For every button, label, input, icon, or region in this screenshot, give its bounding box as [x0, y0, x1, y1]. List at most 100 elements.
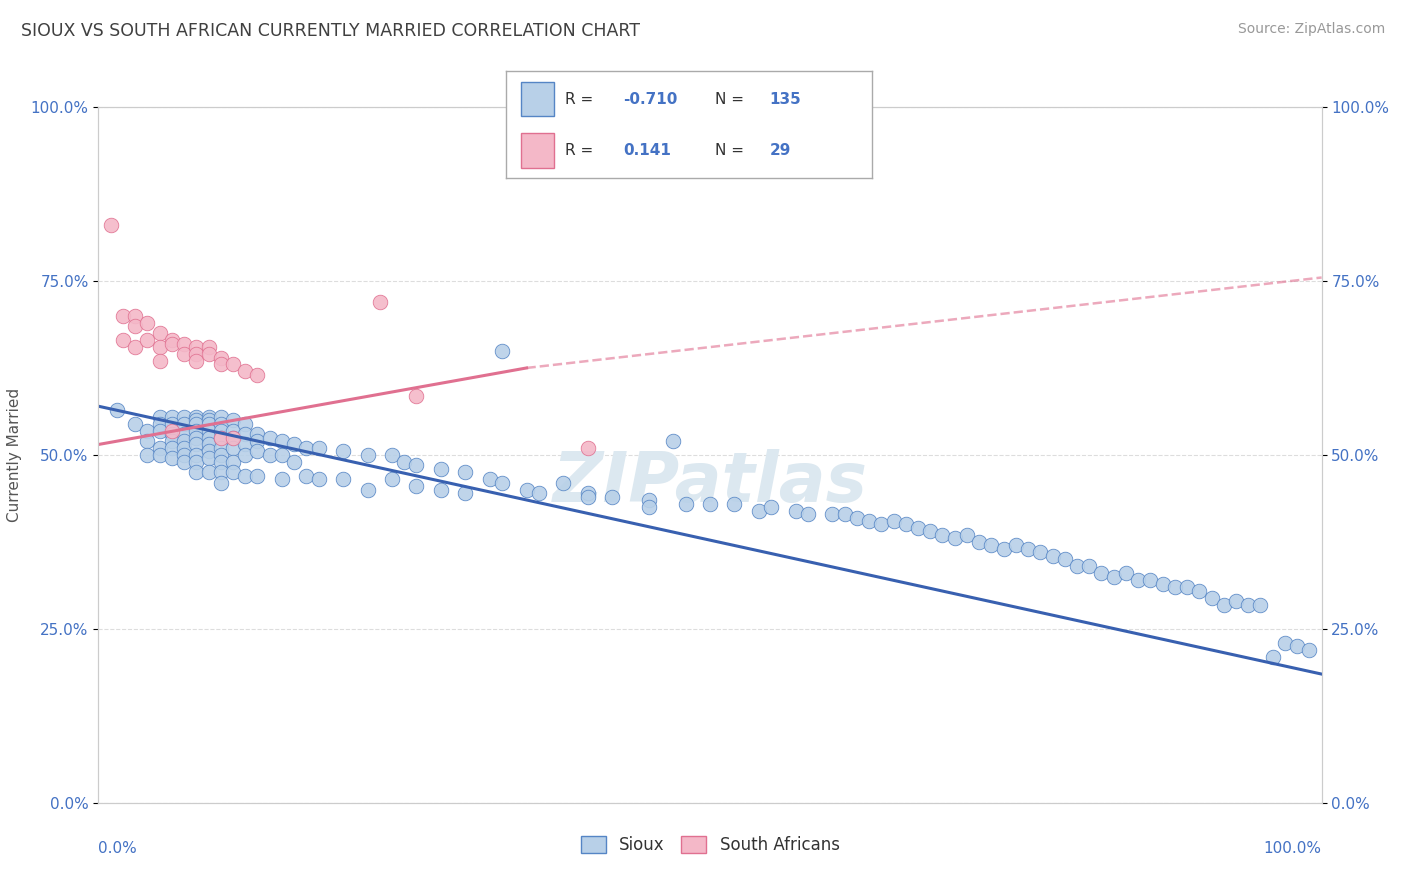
Point — [332, 472, 354, 486]
Point — [368, 294, 391, 309]
Point — [1017, 541, 1039, 556]
Point — [283, 437, 305, 451]
Point — [638, 493, 661, 508]
Point — [430, 483, 453, 497]
Point — [233, 417, 256, 431]
Point — [761, 500, 783, 514]
Point — [1164, 580, 1187, 594]
Point — [1078, 559, 1101, 574]
Text: SIOUX VS SOUTH AFRICAN CURRENTLY MARRIED CORRELATION CHART: SIOUX VS SOUTH AFRICAN CURRENTLY MARRIED… — [21, 22, 640, 40]
Text: R =: R = — [565, 143, 593, 158]
FancyBboxPatch shape — [520, 82, 554, 116]
Point — [1066, 559, 1088, 574]
Point — [136, 424, 159, 438]
Point — [209, 351, 232, 365]
Point — [149, 424, 172, 438]
Point — [186, 424, 208, 438]
Point — [233, 468, 256, 483]
Text: 0.0%: 0.0% — [98, 841, 138, 856]
Point — [478, 472, 501, 486]
Point — [454, 486, 477, 500]
Point — [186, 347, 208, 361]
Point — [1298, 642, 1320, 657]
Y-axis label: Currently Married: Currently Married — [7, 388, 22, 522]
Point — [160, 451, 183, 466]
Point — [1128, 573, 1150, 587]
Point — [124, 319, 146, 334]
Point — [197, 451, 219, 466]
Point — [405, 458, 427, 473]
Point — [111, 309, 134, 323]
Text: 135: 135 — [769, 92, 801, 107]
Point — [845, 510, 868, 524]
Point — [821, 507, 844, 521]
Text: 0.141: 0.141 — [623, 143, 671, 158]
Point — [160, 417, 183, 431]
Point — [1237, 598, 1260, 612]
Point — [1225, 594, 1247, 608]
Point — [209, 448, 232, 462]
Point — [1115, 566, 1137, 581]
Point — [834, 507, 856, 521]
Point — [160, 333, 183, 347]
Point — [222, 358, 245, 372]
Point — [259, 431, 281, 445]
Point — [454, 466, 477, 480]
Point — [491, 343, 513, 358]
Point — [173, 434, 195, 448]
Point — [197, 466, 219, 480]
Point — [381, 472, 404, 486]
Point — [246, 427, 269, 442]
Point — [980, 538, 1002, 552]
Point — [392, 455, 416, 469]
Point — [124, 340, 146, 354]
Point — [173, 448, 195, 462]
Point — [576, 441, 599, 455]
Text: Source: ZipAtlas.com: Source: ZipAtlas.com — [1237, 22, 1385, 37]
Point — [173, 347, 195, 361]
Point — [723, 497, 745, 511]
Point — [197, 424, 219, 438]
Point — [259, 448, 281, 462]
Point — [111, 333, 134, 347]
Point — [858, 514, 880, 528]
Point — [197, 417, 219, 431]
Point — [160, 336, 183, 351]
Point — [1201, 591, 1223, 605]
Point — [699, 497, 721, 511]
Point — [785, 503, 807, 517]
Text: -0.710: -0.710 — [623, 92, 678, 107]
Point — [124, 309, 146, 323]
Point — [1139, 573, 1161, 587]
Point — [105, 402, 128, 417]
Point — [1090, 566, 1112, 581]
Point — [270, 472, 294, 486]
Point — [149, 409, 172, 424]
Point — [160, 441, 183, 455]
Point — [515, 483, 537, 497]
Point — [136, 434, 159, 448]
Point — [197, 409, 219, 424]
Point — [124, 417, 146, 431]
Point — [381, 448, 404, 462]
Point — [222, 424, 245, 438]
Point — [186, 417, 208, 431]
Point — [209, 409, 232, 424]
Point — [173, 455, 195, 469]
Point — [356, 448, 378, 462]
Point — [870, 517, 893, 532]
Point — [173, 336, 195, 351]
Point — [186, 354, 208, 368]
Point — [173, 409, 195, 424]
Point — [270, 434, 294, 448]
Point — [883, 514, 905, 528]
Point — [430, 462, 453, 476]
Point — [222, 466, 245, 480]
Point — [1188, 583, 1211, 598]
Point — [197, 413, 219, 427]
Point — [186, 431, 208, 445]
Point — [222, 455, 245, 469]
Point — [1102, 570, 1125, 584]
Point — [638, 500, 661, 514]
Point — [491, 475, 513, 490]
